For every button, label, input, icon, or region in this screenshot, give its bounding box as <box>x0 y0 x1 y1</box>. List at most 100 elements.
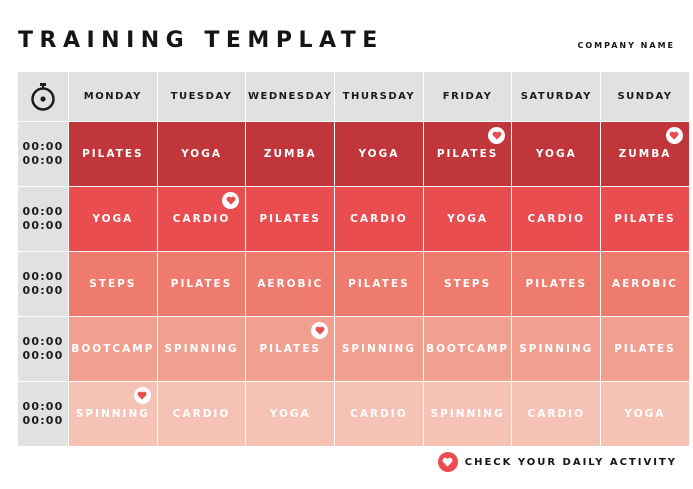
time-end: 00:00 <box>22 154 64 167</box>
company-name: COMPANY NAME <box>577 41 675 50</box>
activity-cell: YOGA <box>157 122 246 186</box>
time-slot: 00:00 00:00 <box>18 317 68 381</box>
activity-cell: SPINNING <box>423 382 512 446</box>
time-end: 00:00 <box>22 414 64 427</box>
heart-icon <box>669 131 679 140</box>
time-start: 00:00 <box>22 205 64 218</box>
activity-cell: SPINNING <box>512 317 601 381</box>
heart-icon <box>226 196 236 205</box>
activity-cell: STEPS <box>423 252 512 316</box>
activity-cell: SPINNING <box>69 382 157 446</box>
time-start: 00:00 <box>22 270 64 283</box>
page-title: TRAINING TEMPLATE <box>18 28 384 53</box>
activity-cell: PILATES <box>512 252 601 316</box>
activity-cell: YOGA <box>69 187 157 251</box>
time-end: 00:00 <box>22 349 64 362</box>
activity-label: PILATES <box>614 343 676 355</box>
day-header-monday: MONDAY <box>69 72 157 121</box>
activity-label: BOOTCAMP <box>426 343 510 355</box>
day-header-tuesday: TUESDAY <box>157 72 246 121</box>
day-header-thursday: THURSDAY <box>335 72 423 121</box>
activity-label: AEROBIC <box>257 278 324 290</box>
activity-label: PILATES <box>259 343 321 355</box>
stopwatch-icon <box>31 82 55 111</box>
time-end: 00:00 <box>22 284 64 297</box>
activity-cell: PILATES <box>335 252 423 316</box>
day-header-saturday: SATURDAY <box>512 72 601 121</box>
activity-label: SPINNING <box>164 343 239 355</box>
activity-cell: CARDIO <box>157 382 246 446</box>
activity-cell: SPINNING <box>157 317 246 381</box>
activity-cell: STEPS <box>69 252 157 316</box>
heart-badge <box>222 192 240 209</box>
activity-label: CARDIO <box>350 408 408 420</box>
activity-cell: YOGA <box>423 187 512 251</box>
time-start: 00:00 <box>22 400 64 413</box>
activity-cell: PILATES <box>246 317 335 381</box>
activity-label: PILATES <box>614 213 676 225</box>
activity-cell: PILATES <box>601 317 689 381</box>
activity-label: SPINNING <box>341 343 416 355</box>
activity-label: YOGA <box>624 408 666 420</box>
activity-cell: ZUMBA <box>601 122 689 186</box>
activity-cell: PILATES <box>157 252 246 316</box>
day-header-friday: FRIDAY <box>423 72 512 121</box>
activity-label: PILATES <box>82 148 144 160</box>
day-header-wednesday: WEDNESDAY <box>246 72 335 121</box>
activity-cell: YOGA <box>335 122 423 186</box>
activity-label: YOGA <box>269 408 311 420</box>
activity-cell: CARDIO <box>335 382 423 446</box>
activity-label: YOGA <box>358 148 400 160</box>
activity-cell: ZUMBA <box>246 122 335 186</box>
activity-label: ZUMBA <box>618 148 672 160</box>
activity-label: PILATES <box>259 213 321 225</box>
activity-label: BOOTCAMP <box>71 343 155 355</box>
time-slot: 00:00 00:00 <box>18 187 68 251</box>
activity-label: PILATES <box>348 278 410 290</box>
activity-cell: CARDIO <box>335 187 423 251</box>
activity-cell: BOOTCAMP <box>69 317 157 381</box>
activity-cell: SPINNING <box>335 317 423 381</box>
time-start: 00:00 <box>22 140 64 153</box>
time-slot: 00:00 00:00 <box>18 252 68 316</box>
activity-label: CARDIO <box>527 213 586 225</box>
heart-badge <box>133 387 151 404</box>
activity-label: SPINNING <box>519 343 594 355</box>
activity-cell: BOOTCAMP <box>423 317 512 381</box>
activity-label: STEPS <box>444 278 492 290</box>
activity-cell: YOGA <box>512 122 601 186</box>
time-start: 00:00 <box>22 335 64 348</box>
activity-label: STEPS <box>89 278 137 290</box>
activity-label: SPINNING <box>75 408 150 420</box>
heart-icon <box>137 391 147 400</box>
heart-icon <box>442 457 453 467</box>
activity-cell: PILATES <box>246 187 335 251</box>
activity-label: PILATES <box>525 278 588 290</box>
activity-cell: CARDIO <box>157 187 246 251</box>
activity-label: YOGA <box>447 213 489 225</box>
activity-label: CARDIO <box>172 408 231 420</box>
time-end: 00:00 <box>22 219 64 232</box>
activity-label: YOGA <box>535 148 577 160</box>
activity-label: YOGA <box>92 213 134 225</box>
activity-cell: YOGA <box>601 382 689 446</box>
activity-label: PILATES <box>436 148 499 160</box>
legend-text: CHECK YOUR DAILY ACTIVITY <box>464 456 677 468</box>
heart-badge <box>488 127 506 144</box>
activity-cell: AEROBIC <box>246 252 335 316</box>
activity-label: SPINNING <box>430 408 505 420</box>
activity-label: CARDIO <box>350 213 408 225</box>
activity-label: CARDIO <box>527 408 586 420</box>
activity-label: YOGA <box>181 148 222 160</box>
time-slot: 00:00 00:00 <box>18 122 68 186</box>
activity-cell: CARDIO <box>512 382 601 446</box>
activity-label: ZUMBA <box>263 148 317 160</box>
activity-cell: CARDIO <box>512 187 601 251</box>
heart-badge <box>665 127 683 144</box>
training-schedule-grid: MONDAY TUESDAY WEDNESDAY THURSDAY FRIDAY… <box>18 72 689 446</box>
activity-cell: AEROBIC <box>601 252 689 316</box>
activity-cell: PILATES <box>423 122 512 186</box>
activity-label: CARDIO <box>172 213 231 225</box>
activity-cell: YOGA <box>246 382 335 446</box>
heart-icon <box>315 326 324 335</box>
